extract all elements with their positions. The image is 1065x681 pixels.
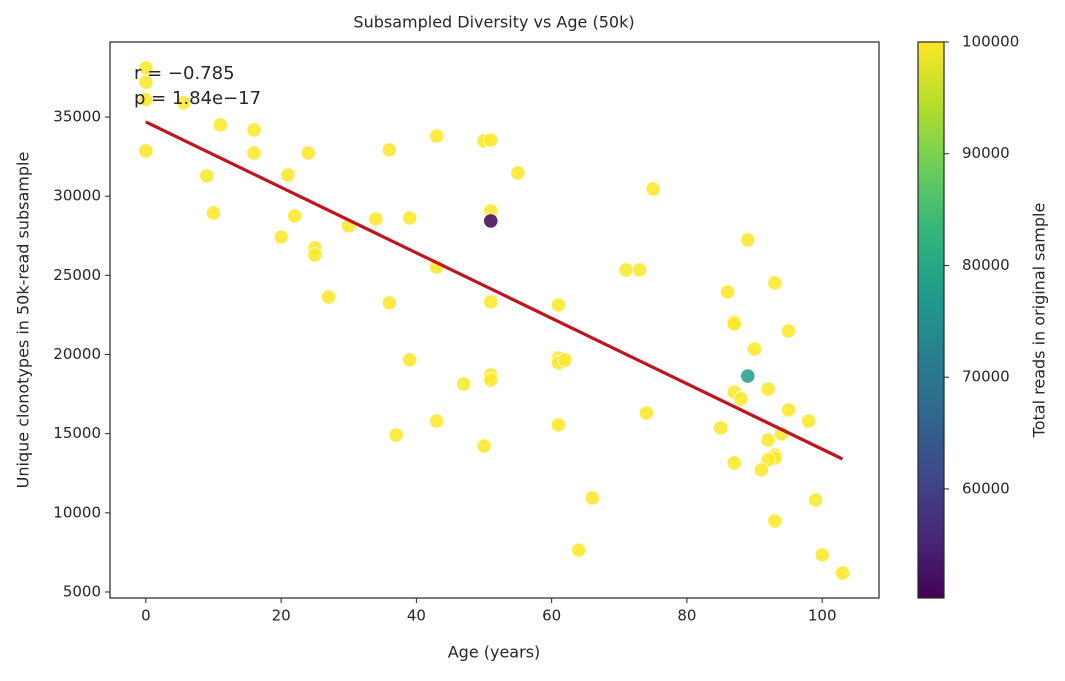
chart-title: Subsampled Diversity vs Age (50k) — [353, 13, 634, 32]
point — [176, 95, 192, 111]
colorbar-label: Total reads in original sample — [1030, 203, 1049, 439]
x-tick-label: 40 — [407, 607, 426, 625]
point — [246, 145, 262, 161]
y-axis-label: Unique clonotypes in 50k-read subsample — [14, 152, 33, 489]
point — [307, 247, 323, 263]
point — [138, 74, 154, 90]
annotation: p = 1.84e−17 — [134, 88, 261, 109]
point — [280, 167, 296, 183]
fit-line — [145, 120, 844, 461]
x-tick-label: 0 — [141, 607, 151, 625]
x-tick-label: 20 — [272, 607, 291, 625]
point — [760, 381, 776, 397]
point — [320, 289, 337, 305]
point — [483, 372, 499, 388]
y-tick-label: 15000 — [53, 424, 101, 442]
colorbar — [917, 41, 945, 599]
x-axis-label: Age (years) — [448, 643, 541, 662]
point — [273, 229, 289, 245]
point — [476, 438, 492, 454]
point — [205, 205, 222, 221]
point — [246, 122, 262, 138]
annotation: r = −0.785 — [134, 63, 235, 84]
point — [199, 168, 215, 184]
point — [138, 92, 154, 108]
point — [550, 297, 567, 313]
point — [483, 213, 499, 229]
x-tick-label: 60 — [542, 607, 561, 625]
point — [368, 211, 384, 227]
plot-frame — [109, 41, 880, 599]
point — [429, 128, 445, 144]
point — [571, 542, 587, 558]
point — [733, 391, 749, 407]
y-tick-label: 35000 — [53, 108, 101, 126]
point — [780, 402, 796, 418]
colorbar-tick-label: 100000 — [962, 33, 1019, 51]
y-tick-label: 10000 — [53, 503, 101, 521]
point — [740, 368, 756, 384]
point — [381, 295, 397, 311]
colorbar-tick-label: 70000 — [962, 368, 1010, 386]
point — [557, 352, 573, 368]
point — [510, 165, 526, 181]
point — [645, 181, 661, 197]
point — [429, 413, 445, 429]
point — [212, 117, 228, 133]
point — [740, 232, 756, 248]
point — [456, 376, 472, 392]
y-tick-label: 25000 — [53, 266, 101, 284]
point — [483, 132, 499, 148]
point — [618, 262, 634, 278]
point — [483, 294, 499, 310]
point — [550, 417, 567, 433]
x-tick-label: 100 — [808, 607, 837, 625]
point — [631, 262, 648, 278]
point — [834, 565, 851, 581]
colorbar-tick-label: 80000 — [962, 256, 1010, 274]
point — [801, 413, 817, 429]
y-tick-label: 20000 — [53, 345, 101, 363]
point — [753, 462, 769, 478]
point — [760, 432, 776, 448]
point — [584, 490, 600, 506]
point — [287, 208, 303, 224]
point — [402, 210, 418, 226]
y-tick-label: 30000 — [53, 187, 101, 205]
point — [767, 513, 783, 529]
point — [767, 275, 783, 291]
point — [638, 405, 654, 421]
point — [381, 142, 397, 158]
point — [713, 420, 729, 436]
point — [300, 145, 316, 161]
point — [719, 284, 736, 300]
y-tick-label: 5000 — [63, 582, 101, 600]
x-tick-label: 80 — [677, 607, 696, 625]
point — [138, 143, 154, 159]
colorbar-tick-label: 90000 — [962, 144, 1010, 162]
point — [726, 455, 742, 471]
point — [807, 492, 824, 508]
colorbar-tick-label: 60000 — [962, 479, 1010, 497]
point — [746, 341, 763, 357]
point — [814, 547, 830, 563]
point — [402, 352, 418, 368]
point — [780, 323, 796, 339]
point — [388, 427, 404, 443]
point — [726, 316, 742, 332]
